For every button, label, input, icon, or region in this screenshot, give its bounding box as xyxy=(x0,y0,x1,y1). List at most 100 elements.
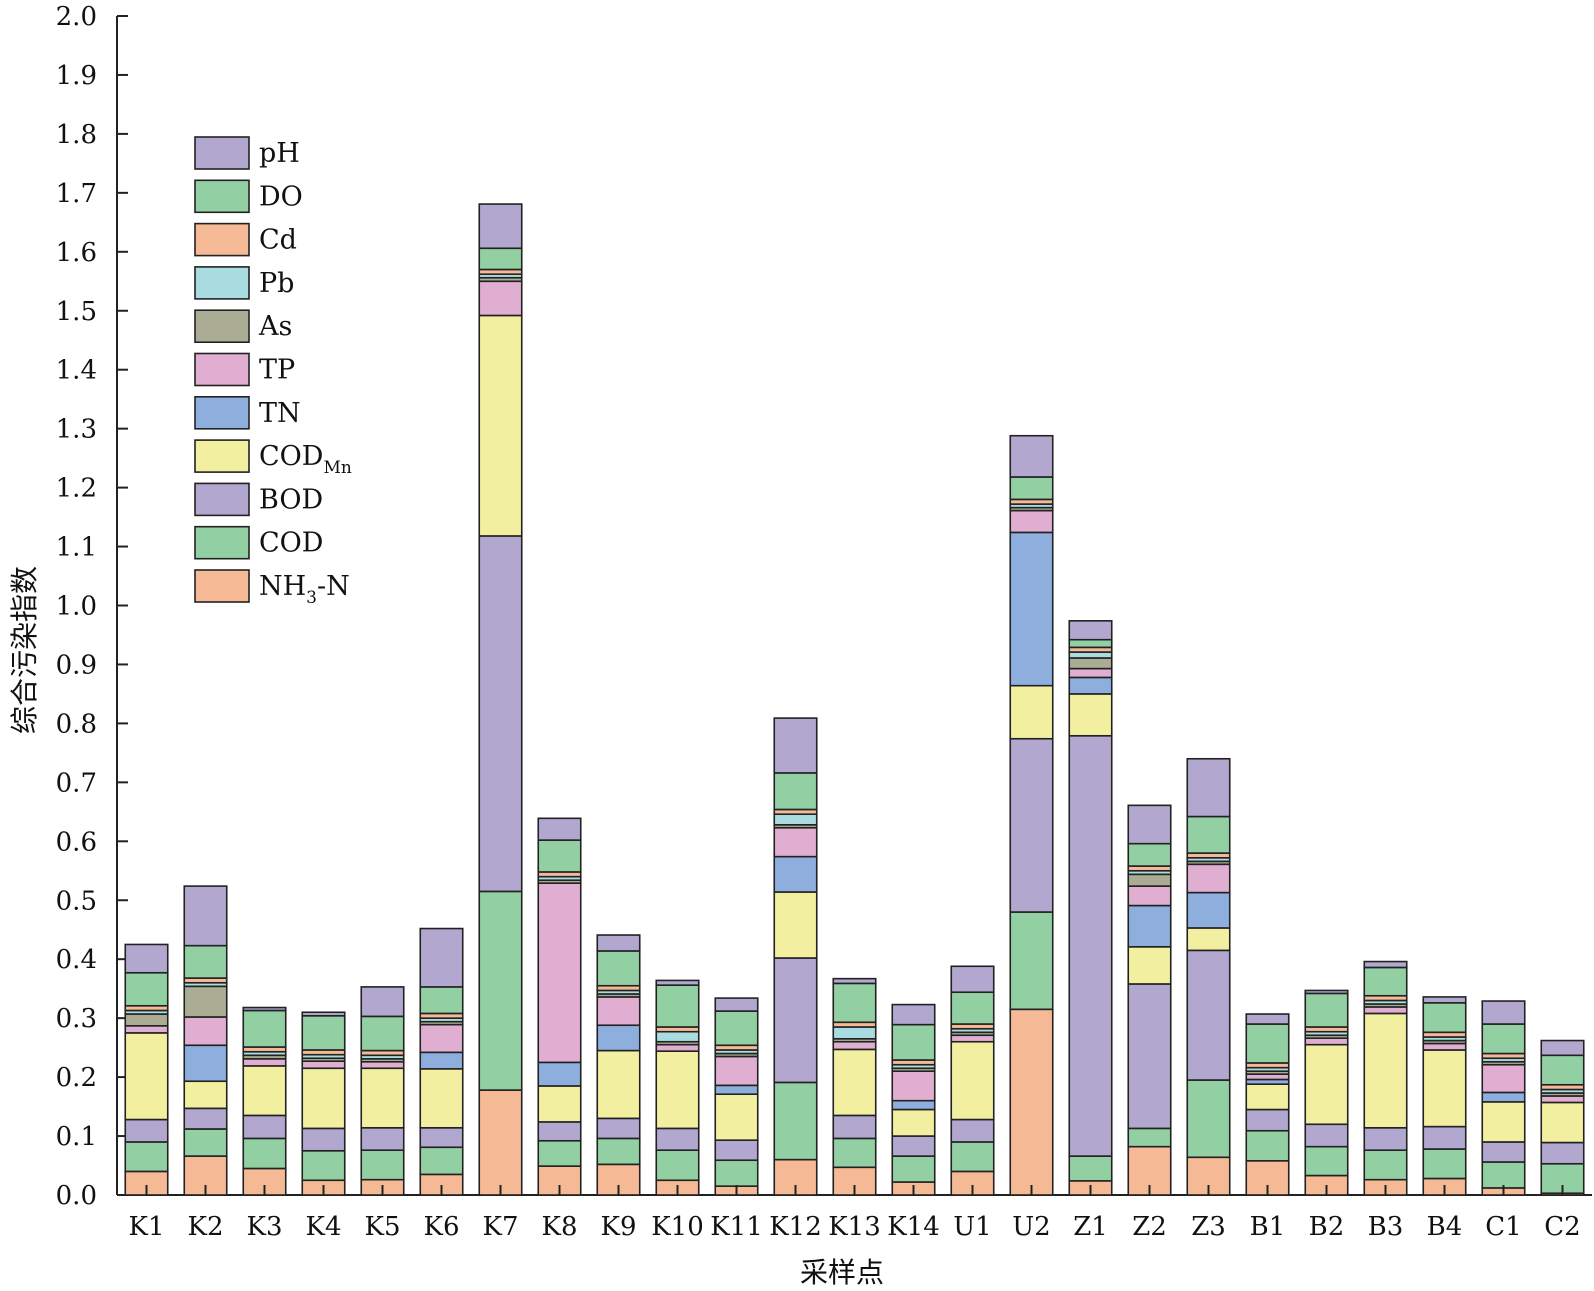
y-tick-label: 0.7 xyxy=(56,768,97,798)
bar-segment-z1-cod xyxy=(1068,1155,1113,1182)
bar-segment-k11-tn xyxy=(714,1084,759,1095)
bar-segment-k8-do xyxy=(537,839,582,873)
bar-segment-b3-bod xyxy=(1363,1126,1408,1151)
legend-label-main: Pb xyxy=(259,268,294,299)
bar-segment-z3-tn xyxy=(1186,891,1231,929)
bar-segment-b3-ph xyxy=(1363,960,1408,969)
legend-swatch xyxy=(194,222,250,257)
legend-label: TN xyxy=(259,398,301,429)
bar-segment-c1-bod xyxy=(1481,1141,1526,1163)
bar-segment-k6-do xyxy=(419,986,464,1015)
bar-segment-k9-ph xyxy=(596,934,641,952)
legend-label-main: Cd xyxy=(259,225,297,256)
legend-swatch xyxy=(194,309,250,344)
bar-stack-k5 xyxy=(360,986,405,1196)
bar-segment-b4-codmn xyxy=(1422,1049,1467,1128)
bar-stack-k10 xyxy=(655,979,700,1196)
bar-segment-b1-ph xyxy=(1245,1013,1290,1025)
x-tick-label: K12 xyxy=(769,1212,822,1242)
bar-segment-b2-bod xyxy=(1304,1123,1349,1148)
bar-segment-k1-ph xyxy=(124,943,169,974)
bar-stack-k14 xyxy=(891,1003,936,1196)
x-tick-label: K11 xyxy=(710,1212,763,1242)
x-tick-label: K14 xyxy=(887,1212,940,1242)
bar-segment-u2-nh3-n xyxy=(1009,1008,1054,1196)
bar-segment-c2-do xyxy=(1540,1054,1585,1086)
bar-segment-k9-codmn xyxy=(596,1049,641,1120)
bar-segment-k12-tp xyxy=(773,826,818,858)
bar-segment-k11-codmn xyxy=(714,1093,759,1141)
legend-label-main: As xyxy=(258,311,292,342)
bar-segment-k9-bod xyxy=(596,1117,641,1140)
bar-segment-k6-codmn xyxy=(419,1068,464,1129)
x-tick-label: B1 xyxy=(1250,1212,1286,1242)
y-tick-label: 0.2 xyxy=(56,1063,97,1093)
bar-segment-b2-codmn xyxy=(1304,1043,1349,1126)
x-tick-label: K13 xyxy=(828,1212,881,1242)
bar-segment-k14-bod xyxy=(891,1135,936,1157)
bar-segment-z1-bod xyxy=(1068,734,1113,1157)
x-tick-label: K10 xyxy=(651,1212,704,1242)
bar-segment-k5-tp xyxy=(360,1060,405,1070)
legend-label: BOD xyxy=(259,484,323,515)
bar-segment-k2-do xyxy=(183,944,228,979)
bar-segment-b3-tp xyxy=(1363,1006,1408,1015)
bar-stack-u2 xyxy=(1009,434,1054,1196)
bar-segment-z3-codmn xyxy=(1186,927,1231,952)
bar-stack-k8 xyxy=(537,817,582,1196)
bar-segment-c2-ph xyxy=(1540,1039,1585,1057)
bar-segment-k1-do xyxy=(124,971,169,1007)
bar-segment-u1-do xyxy=(950,991,995,1025)
y-tick-label: 1.7 xyxy=(56,179,97,209)
bar-segment-c2-tp xyxy=(1540,1095,1585,1104)
bar-segment-z2-ph xyxy=(1127,804,1172,845)
legend-item-do: DO xyxy=(194,179,303,214)
x-axis-title: 采样点 xyxy=(800,1256,884,1289)
bar-segment-u2-ph xyxy=(1009,434,1054,478)
bar-segment-k9-do xyxy=(596,950,641,987)
bar-segment-k11-tp xyxy=(714,1055,759,1087)
x-tick-label: K2 xyxy=(188,1212,224,1242)
bar-segment-k3-cod xyxy=(242,1137,287,1170)
bar-segment-z3-do xyxy=(1186,815,1231,854)
bar-segment-k12-tn xyxy=(773,855,818,893)
bar-segment-b2-tp xyxy=(1304,1037,1349,1046)
bar-segment-k11-cod xyxy=(714,1159,759,1187)
y-tick-label: 1.2 xyxy=(56,474,97,504)
bar-segment-z2-tp xyxy=(1127,885,1172,907)
bar-stack-z1 xyxy=(1068,620,1113,1196)
bar-segment-z2-cod xyxy=(1127,1127,1172,1148)
x-tick-label: K9 xyxy=(601,1212,637,1242)
legend-item-pb: Pb xyxy=(194,266,294,300)
legend-item-bod: BOD xyxy=(194,482,323,517)
x-tick-label: K8 xyxy=(542,1212,578,1242)
legend-label: DO xyxy=(259,181,303,212)
bar-segment-k9-tn xyxy=(596,1024,641,1052)
bar-segment-z3-bod xyxy=(1186,949,1231,1081)
legend-swatch xyxy=(194,439,250,473)
bar-stack-k4 xyxy=(301,1011,346,1196)
legend-label: CODMn xyxy=(259,441,352,478)
bar-segment-k9-tp xyxy=(596,996,641,1027)
y-tick-label: 0.5 xyxy=(56,886,97,916)
legend-item-nh3-n: NH3-N xyxy=(194,569,350,608)
legend-item-cd: Cd xyxy=(194,222,297,257)
bar-segment-k1-cod xyxy=(124,1141,169,1173)
legend-label-main: DO xyxy=(259,181,303,212)
bar-segment-c1-tp xyxy=(1481,1063,1526,1094)
bar-segment-b1-codmn xyxy=(1245,1083,1290,1111)
bar-stack-k3 xyxy=(242,1006,287,1196)
y-tick-label: 1.8 xyxy=(56,120,97,150)
bar-segment-k14-cod xyxy=(891,1155,936,1183)
legend-label-main: BOD xyxy=(259,484,323,515)
bar-segment-k2-codmn xyxy=(183,1080,228,1110)
bar-segment-k12-do xyxy=(773,772,818,811)
bar-stack-k13 xyxy=(832,977,877,1196)
bar-segment-z2-bod xyxy=(1127,983,1172,1130)
bar-segment-k2-as xyxy=(183,985,228,1018)
bar-segment-k4-ph xyxy=(301,1011,346,1017)
y-tick-label: 1.9 xyxy=(56,61,97,91)
y-tick-label: 0.1 xyxy=(56,1122,97,1152)
bar-segment-z1-pb xyxy=(1068,651,1113,659)
